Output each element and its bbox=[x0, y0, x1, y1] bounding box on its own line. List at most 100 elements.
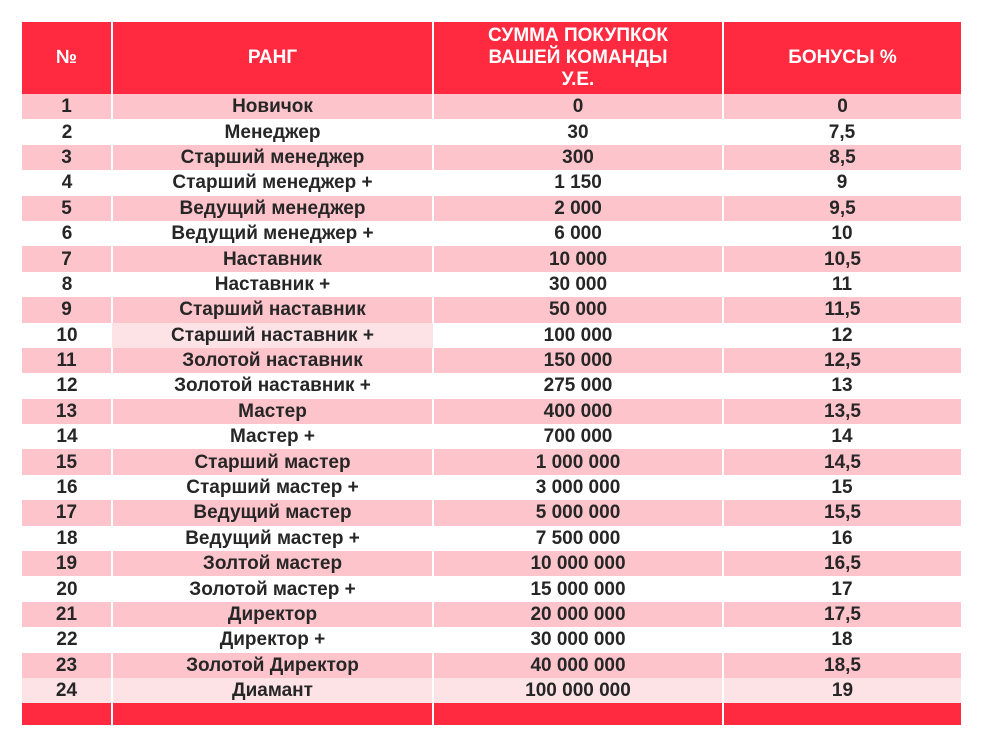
cell-number: 19 bbox=[22, 551, 112, 577]
cell-number: 2 bbox=[22, 119, 112, 145]
cell-number: 9 bbox=[22, 297, 112, 323]
cell-team-purchases: 100 000 bbox=[433, 322, 723, 348]
cell-number: 7 bbox=[22, 246, 112, 272]
cell-rank: Старший менеджер bbox=[111, 144, 433, 171]
cell-team-purchases: 150 000 bbox=[432, 347, 723, 374]
table-row: 4 Старший менеджер +1 150 9 bbox=[22, 170, 961, 196]
cell-number: 12 bbox=[22, 373, 112, 399]
header-number: № bbox=[22, 22, 112, 94]
cell-number: 5 bbox=[22, 195, 112, 221]
cell-rank: Директор bbox=[111, 601, 433, 628]
table-row: 7 Наставник 10 000 10,5 bbox=[22, 246, 961, 272]
cell-team-purchases: 30 bbox=[433, 119, 723, 145]
cell-rank: Золотой наставник + bbox=[112, 373, 433, 399]
table-row: 20 Золотой мастер +15 000 000 17 bbox=[22, 576, 961, 602]
cell-bonus-percent: 0 bbox=[722, 94, 961, 120]
cell-team-purchases: 2 000 bbox=[432, 195, 723, 221]
table-row: 17 Ведущий мастер 5 000 000 15,5 bbox=[22, 500, 961, 526]
cell-rank: Золотой наставник bbox=[111, 347, 433, 374]
cell-number: 10 bbox=[22, 322, 112, 348]
cell-number: 24 bbox=[22, 677, 112, 704]
cell-bonus-percent: 12,5 bbox=[722, 347, 961, 374]
cell-rank: Ведущий мастер bbox=[111, 500, 433, 526]
cell-number: 23 bbox=[22, 652, 112, 678]
cell-team-purchases: 10 000 bbox=[432, 246, 723, 272]
cell-rank: Старший наставник + bbox=[112, 322, 433, 348]
table-row: 10 Старший наставник +100 000 12 bbox=[22, 322, 961, 348]
cell-bonus-percent: 10,5 bbox=[722, 246, 961, 272]
cell-team-purchases: 300 bbox=[432, 144, 723, 171]
table-row: 3 Старший менеджер 300 8,5 bbox=[22, 144, 961, 171]
cell-rank: Менеджер bbox=[112, 119, 433, 145]
cell-rank: Новичок bbox=[111, 94, 433, 120]
cell-number: 16 bbox=[22, 474, 112, 501]
footer-cell bbox=[22, 703, 112, 726]
table-row: 13 Мастер 400 000 13,5 bbox=[22, 398, 961, 425]
footer-cell bbox=[432, 703, 723, 726]
cell-rank: Золотой мастер + bbox=[112, 576, 433, 602]
cell-rank: Мастер + bbox=[112, 424, 433, 450]
cell-bonus-percent: 9,5 bbox=[722, 195, 961, 221]
cell-team-purchases: 400 000 bbox=[432, 398, 723, 425]
cell-team-purchases: 6 000 bbox=[433, 220, 723, 247]
cell-bonus-percent: 17 bbox=[723, 576, 961, 602]
table-body: 1 Новичок 0 0 2 Менеджер 30 7,5 3 Старший менедже… bbox=[22, 94, 961, 704]
table-row: 15 Старший мастер 1 000 000 14,5 bbox=[22, 449, 961, 475]
table-row: 21 Директор 20 000 000 17,5 bbox=[22, 601, 961, 628]
cell-number: 3 bbox=[22, 144, 112, 171]
cell-bonus-percent: 18,5 bbox=[722, 652, 961, 678]
cell-number: 4 bbox=[22, 170, 112, 196]
cell-bonus-percent: 16,5 bbox=[722, 551, 961, 577]
cell-rank: Старший мастер + bbox=[112, 474, 433, 501]
cell-bonus-percent: 11 bbox=[723, 271, 961, 298]
header-team-purchases-text: СУММА ПОКУПКОК ВАШЕЙ КОМАНДЫ У.Е. bbox=[488, 25, 668, 90]
cell-rank: Старший менеджер + bbox=[112, 170, 433, 196]
cell-number: 15 bbox=[22, 449, 112, 475]
cell-number: 1 bbox=[22, 94, 112, 120]
cell-rank: Старший мастер bbox=[111, 449, 433, 475]
bonus-rank-table: № РАНГ СУММА ПОКУПКОК ВАШЕЙ КОМАНДЫ У.Е.… bbox=[22, 22, 961, 726]
table-footer-bar bbox=[22, 703, 961, 726]
table-row: 19 Золтой мастер 10 000 000 16,5 bbox=[22, 551, 961, 577]
table-row: 5 Ведущий менеджер 2 000 9,5 bbox=[22, 195, 961, 221]
cell-team-purchases: 7 500 000 bbox=[433, 525, 723, 552]
table-row: 6 Ведущий менеджер +6 000 10 bbox=[22, 220, 961, 247]
cell-bonus-percent: 18 bbox=[723, 627, 961, 653]
header-bonus-percent: БОНУСЫ % bbox=[722, 22, 961, 94]
cell-team-purchases: 30 000 000 bbox=[433, 627, 723, 653]
cell-number: 6 bbox=[22, 220, 112, 247]
cell-bonus-percent: 8,5 bbox=[722, 144, 961, 171]
cell-rank: Мастер bbox=[111, 398, 433, 425]
cell-bonus-percent: 14,5 bbox=[722, 449, 961, 475]
table-row: 2 Менеджер 30 7,5 bbox=[22, 119, 961, 145]
table-row: 1 Новичок 0 0 bbox=[22, 94, 961, 120]
cell-rank: Наставник + bbox=[112, 271, 433, 298]
table-row: 18 Ведущий мастер +7 500 000 16 bbox=[22, 525, 961, 552]
cell-team-purchases: 700 000 bbox=[433, 424, 723, 450]
cell-rank: Ведущий менеджер bbox=[111, 195, 433, 221]
cell-bonus-percent: 17,5 bbox=[722, 601, 961, 628]
header-team-purchases: СУММА ПОКУПКОК ВАШЕЙ КОМАНДЫ У.Е. bbox=[432, 22, 723, 94]
cell-rank: Старший наставник bbox=[111, 297, 433, 323]
cell-team-purchases: 1 150 bbox=[433, 170, 723, 196]
cell-rank: Диамант bbox=[111, 677, 433, 704]
cell-bonus-percent: 15 bbox=[723, 474, 961, 501]
cell-bonus-percent: 19 bbox=[722, 677, 961, 704]
cell-team-purchases: 50 000 bbox=[432, 297, 723, 323]
cell-team-purchases: 30 000 bbox=[433, 271, 723, 298]
cell-bonus-percent: 16 bbox=[723, 525, 961, 552]
cell-number: 13 bbox=[22, 398, 112, 425]
cell-team-purchases: 1 000 000 bbox=[432, 449, 723, 475]
cell-number: 11 bbox=[22, 347, 112, 374]
table-row: 23 Золотой Директор 40 000 000 18,5 bbox=[22, 652, 961, 678]
cell-bonus-percent: 14 bbox=[723, 424, 961, 450]
cell-number: 18 bbox=[22, 525, 112, 552]
cell-team-purchases: 20 000 000 bbox=[432, 601, 723, 628]
cell-rank: Наставник bbox=[111, 246, 433, 272]
cell-bonus-percent: 13 bbox=[723, 373, 961, 399]
table-row: 24 Диамант 100 000 000 19 bbox=[22, 677, 961, 704]
table-row: 14 Мастер +700 000 14 bbox=[22, 424, 961, 450]
cell-team-purchases: 15 000 000 bbox=[433, 576, 723, 602]
cell-number: 21 bbox=[22, 601, 112, 628]
cell-bonus-percent: 12 bbox=[723, 322, 961, 348]
